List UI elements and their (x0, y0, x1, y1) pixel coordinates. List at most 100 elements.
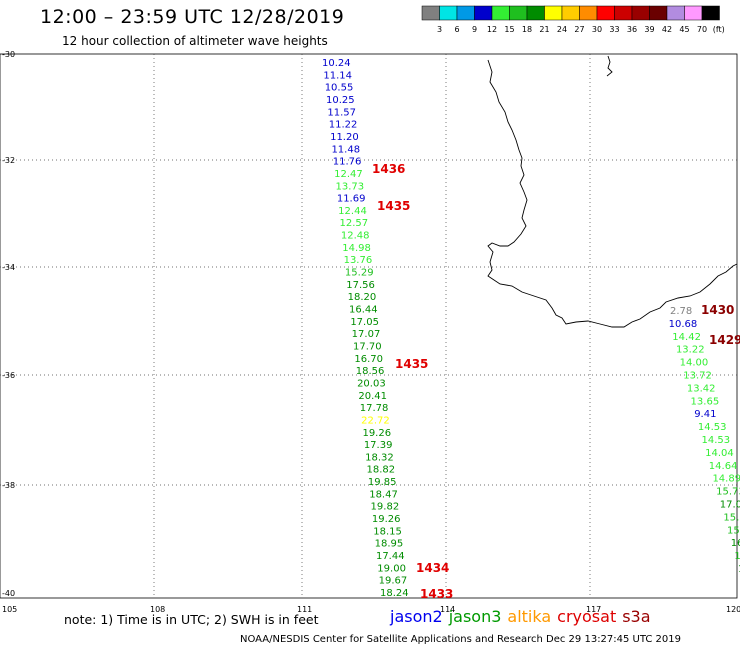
wave-height-value: 18.82 (367, 465, 396, 476)
wave-height-value: 13.65 (691, 396, 720, 407)
colorbar-label: 18 (522, 25, 532, 34)
wave-height-value: 17.09 (720, 500, 740, 511)
pass-label-1434: 1434 (416, 561, 449, 575)
colorbar-label: 6 (454, 25, 459, 34)
latitude-label: -36 (2, 371, 15, 380)
wave-height-value: 16. (731, 538, 740, 549)
credit-line: NOAA/NESDIS Center for Satellite Applica… (240, 634, 682, 645)
legend-jason2: jason2 (390, 607, 443, 626)
pass-label-1429: 1429 (709, 333, 740, 347)
wave-height-value: 13.22 (676, 345, 705, 356)
longitude-label: 111 (297, 605, 312, 614)
wave-height-value: 17.78 (360, 403, 389, 414)
pass-label-1433: 1433 (420, 587, 453, 601)
wave-height-value: 18.56 (356, 366, 385, 377)
wave-height-value: 14.42 (672, 332, 701, 343)
pass-label-1436: 1436 (372, 162, 405, 176)
wave-height-value: 11.20 (330, 132, 359, 143)
latitude-label: -32 (2, 156, 15, 165)
wave-height-value: 12.44 (338, 206, 367, 217)
pass-label-1435: 1435 (377, 199, 410, 213)
colorbar-label: 70 (697, 25, 707, 34)
wave-height-value: 17.70 (353, 341, 382, 352)
colorbar-label: 36 (627, 25, 637, 34)
wave-height-value: 14.00 (680, 358, 709, 369)
satellite-legend: jason2 jason3 altika cryosat s3a (390, 607, 657, 626)
colorbar-label: 42 (662, 25, 672, 34)
latitude-label: -40 (2, 589, 15, 598)
wave-height-value: 18.15 (373, 526, 402, 537)
latitude-label: -30 (2, 50, 15, 59)
chart-title: 12:00 – 23:59 UTC 12/28/2019 (40, 6, 345, 28)
wave-height-value: 13.72 (683, 371, 712, 382)
wave-height-value: 14.04 (705, 448, 734, 459)
wave-height-value: 14.89 (712, 474, 740, 485)
chart-subtitle: 12 hour collection of altimeter wave hei… (62, 34, 328, 48)
latitude-label: -34 (2, 263, 15, 272)
wave-height-value: 17.39 (364, 440, 393, 451)
wave-height-value: 11.76 (333, 157, 362, 168)
wave-height-value: 19.26 (372, 514, 401, 525)
wave-height-value: 18.95 (375, 539, 404, 550)
wave-height-value: 15. (727, 525, 740, 536)
wave-height-value: 10.68 (669, 319, 698, 330)
wave-height-value: 17.05 (350, 317, 379, 328)
colorbar-label: 12 (487, 25, 497, 34)
inland-feature (606, 55, 613, 77)
wave-height-value: 19.00 (377, 563, 406, 574)
wave-height-value: 12.48 (341, 231, 370, 242)
wave-height-value: 14.53 (698, 422, 727, 433)
wave-height-value: 17.44 (376, 551, 405, 562)
wave-height-value: 15.73 (716, 487, 740, 498)
wave-height-value: 15.2 (723, 512, 740, 523)
legend-cryosat: cryosat (557, 607, 617, 626)
wave-height-value: 2.78 (670, 306, 692, 317)
wave-height-value: 11.14 (323, 70, 352, 81)
wave-height-value: 15.29 (345, 268, 374, 279)
wave-height-value: 19.82 (371, 502, 400, 513)
graticule (0, 54, 737, 598)
colorbar-label: 3 (437, 25, 442, 34)
colorbar-label: 9 (472, 25, 477, 34)
legend-s3a: s3a (622, 607, 651, 626)
wave-height-value: 20.41 (358, 391, 387, 402)
wave-height-value: 14.64 (709, 461, 738, 472)
colorbar-label: 33 (609, 25, 619, 34)
wave-height-value: 17.07 (352, 329, 381, 340)
wave-height-value: 16.44 (349, 305, 378, 316)
wave-height-value: 10.25 (326, 95, 355, 106)
wave-height-value: 13.73 (335, 181, 364, 192)
colorbar-label: 21 (539, 25, 549, 34)
wave-height-value: 14.98 (342, 243, 371, 254)
wave-height-value: 11.57 (327, 107, 356, 118)
colorbar-label: 30 (592, 25, 602, 34)
wave-height-value: 10.55 (325, 83, 354, 94)
wave-height-value: 22.72 (361, 415, 390, 426)
wave-height-value: 18.32 (365, 452, 394, 463)
axis-labels: -30 -32 -34 -36 -38 -40 105 108 111 114 117 120 (2, 50, 740, 614)
wave-height-value: 18.47 (369, 489, 398, 500)
wave-height-value: 19.26 (362, 428, 391, 439)
wave-height-value: 14.53 (702, 435, 731, 446)
map-frame (0, 53, 738, 599)
wave-height-value: 11.69 (337, 194, 366, 205)
wave-height-value: 18.24 (380, 588, 409, 599)
wave-height-value: 12.47 (334, 169, 363, 180)
wave-height-value: 12.57 (340, 218, 369, 229)
longitude-label: 114 (440, 605, 455, 614)
longitude-label: 105 (2, 605, 17, 614)
wave-height-value: 19.67 (379, 576, 408, 587)
wave-height-value: 13.42 (687, 383, 716, 394)
wave-height-value: 18.20 (348, 292, 377, 303)
longitude-label: 117 (586, 605, 601, 614)
latitude-label: -38 (2, 481, 15, 490)
coastline (487, 59, 738, 328)
wave-height-value: 17.56 (346, 280, 375, 291)
pass-label-1430: 1430 (701, 303, 734, 317)
legend-altika: altika (507, 607, 552, 626)
wave-height-value: 13.76 (344, 255, 373, 266)
wave-height-value: 20.03 (357, 378, 386, 389)
